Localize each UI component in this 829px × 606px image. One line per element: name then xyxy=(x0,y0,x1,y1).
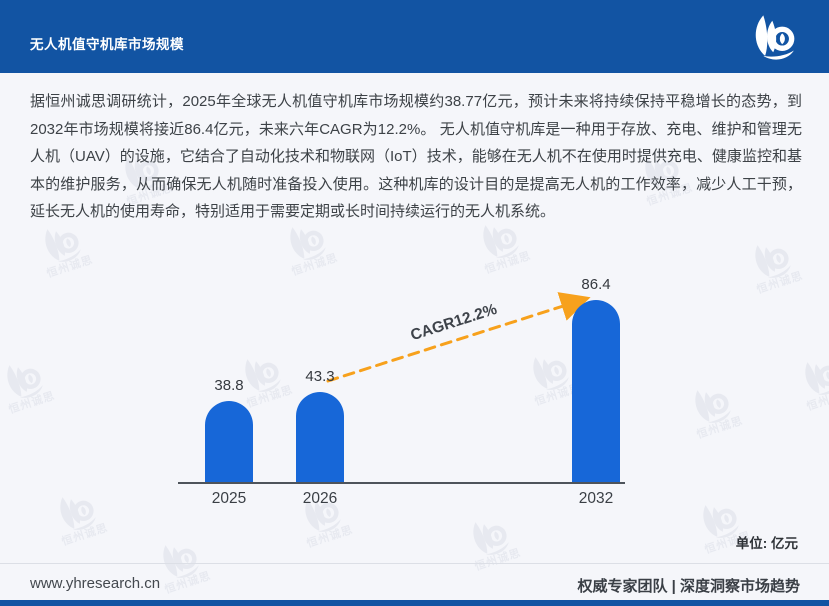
watermark: 恒州诚思 xyxy=(0,352,57,417)
intro-paragraph: 据恒州诚思调研统计，2025年全球无人机值守机库市场规模约38.77亿元，预计未… xyxy=(30,93,802,221)
header-bar: 无人机值守机库市场规模 xyxy=(0,0,829,73)
bottom-accent-bar xyxy=(0,600,829,606)
watermark: 恒州诚思 xyxy=(793,349,829,414)
watermark: 恒州诚思 xyxy=(48,484,110,549)
footer-divider xyxy=(0,563,829,564)
bar-2026 xyxy=(296,392,344,484)
bar-value-label: 86.4 xyxy=(581,276,611,293)
watermark: 恒州诚思 xyxy=(683,377,745,442)
bar-group-2032: 86.4 xyxy=(572,276,620,484)
x-tick-2032: 2032 xyxy=(578,490,614,507)
watermark: 恒州诚思 xyxy=(743,232,805,297)
yh-research-logo-icon xyxy=(755,15,795,60)
bar-value-label: 38.8 xyxy=(214,377,244,394)
watermark: 恒州诚思 xyxy=(151,532,213,597)
page-title: 无人机值守机库市场规模 xyxy=(30,37,184,52)
bar-group-2025: 38.8 xyxy=(205,377,253,484)
footer-tagline: 权威专家团队 | 深度洞察市场趋势 xyxy=(577,578,800,595)
bar-value-label: 43.3 xyxy=(305,368,335,385)
bar-2025 xyxy=(205,401,253,484)
unit-label: 单位: 亿元 xyxy=(735,536,798,551)
footer-website: www.yhresearch.cn xyxy=(30,575,161,592)
bar-group-2026: 43.3 xyxy=(296,368,344,484)
bar-2032 xyxy=(572,300,620,484)
x-tick-2025: 2025 xyxy=(211,490,247,507)
bar-chart: CAGR12.2% 38.8 43.3 86.4 2025 2026 2032 xyxy=(178,270,648,520)
x-axis-line xyxy=(178,482,625,484)
x-tick-2026: 2026 xyxy=(302,490,338,507)
cagr-trend-arrow xyxy=(326,292,591,383)
